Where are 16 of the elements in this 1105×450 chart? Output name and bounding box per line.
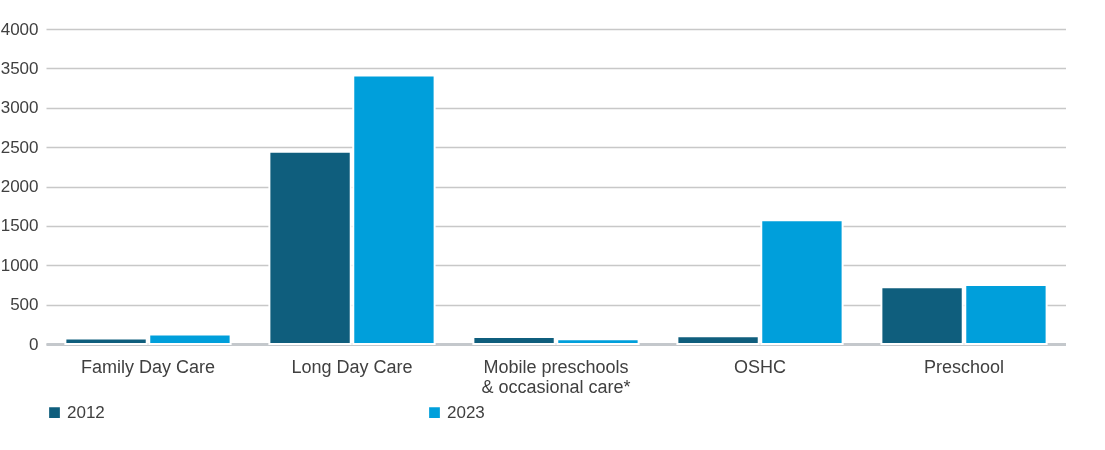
y-tick-label: 1500	[0, 216, 39, 236]
x-tick-label: Long Day Care	[291, 356, 413, 377]
x-tick-label: Mobile preschools & occasional care*	[481, 356, 631, 397]
x-tick-label: Family Day Care	[80, 356, 216, 377]
legend-label: 2012	[67, 402, 105, 422]
y-tick-label: 4000	[0, 19, 39, 39]
y-tick-label: 3500	[0, 58, 39, 78]
y-tick-label: 500	[10, 295, 39, 315]
y-tick-label: 1000	[0, 255, 39, 275]
y-tick-label: 2000	[0, 177, 39, 196]
y-tick-label: 2500	[0, 137, 39, 157]
x-tick-label: OSHC	[733, 356, 787, 377]
y-tick-label: 3000	[0, 98, 39, 118]
legend-label: 2023	[447, 402, 485, 422]
y-tick-label: 0	[29, 334, 39, 354]
x-tick-label: Preschool	[923, 356, 1005, 377]
